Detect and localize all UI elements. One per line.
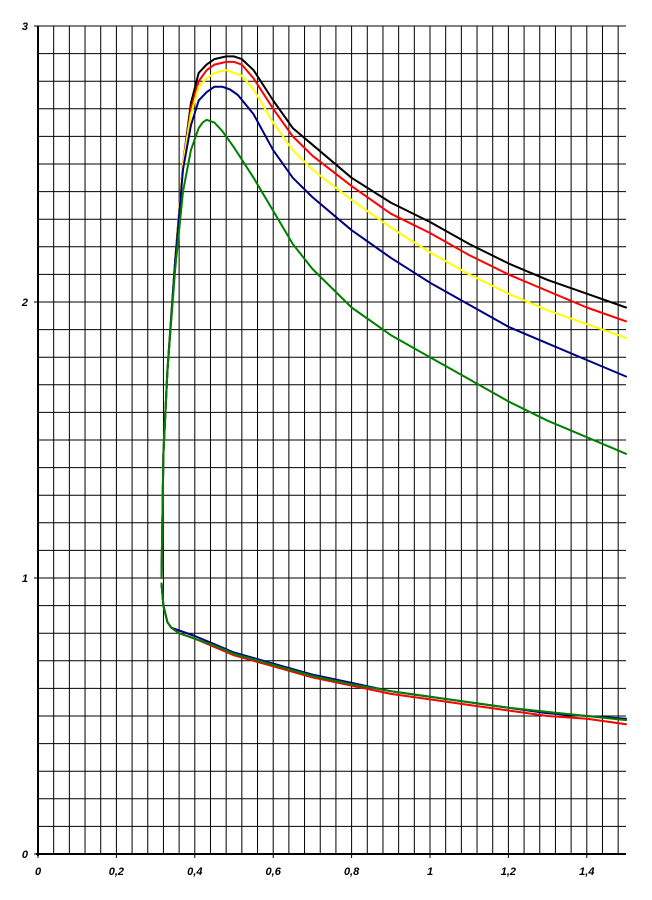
y-tick-label: 3 bbox=[22, 21, 28, 33]
x-tick-label: 1 bbox=[427, 866, 433, 878]
x-tick-label: 0,2 bbox=[109, 866, 124, 878]
x-tick-labels: 0 0,2 0,4 0,6 0,8 1 1,2 1,4 bbox=[35, 866, 595, 878]
series-line-3 bbox=[160, 85, 627, 579]
series-line-1 bbox=[160, 60, 627, 579]
x-tick-label: 1,2 bbox=[501, 866, 516, 878]
series-line-0 bbox=[160, 55, 627, 579]
series-line-2 bbox=[160, 69, 627, 579]
series-line-6 bbox=[160, 582, 627, 720]
series-line-5 bbox=[160, 582, 627, 726]
x-tick-label: 0,4 bbox=[187, 866, 202, 878]
x-tick-label: 0,8 bbox=[344, 866, 360, 878]
y-tick-label: 1 bbox=[22, 573, 28, 585]
series-layer bbox=[160, 55, 627, 726]
y-tick-label: 2 bbox=[21, 297, 28, 309]
minor-grid bbox=[37, 25, 626, 855]
series-line-4 bbox=[160, 118, 627, 579]
y-tick-labels: 0 1 2 3 bbox=[21, 21, 29, 861]
y-tick-label: 0 bbox=[22, 849, 29, 861]
axes bbox=[34, 25, 626, 858]
series-line-7 bbox=[160, 582, 627, 722]
x-tick-label: 0,6 bbox=[266, 866, 282, 878]
x-tick-label: 0 bbox=[35, 866, 42, 878]
x-tick-label: 1,4 bbox=[579, 866, 594, 878]
